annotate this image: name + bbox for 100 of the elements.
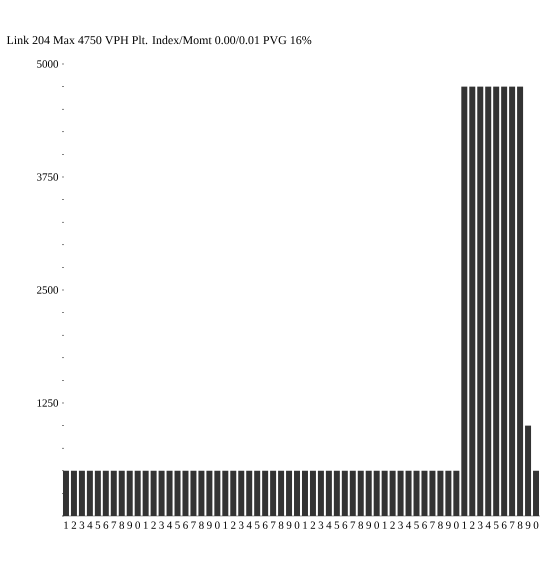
x-tick-label: 4 — [246, 522, 252, 529]
x-tick-label: 4 — [486, 522, 491, 529]
chart-title: Link 204 Max 4750 VPH Plt. Index/Momt 0.00/0.01 PVG 16% — [6, 36, 312, 44]
x-tick-label: 7 — [510, 522, 515, 529]
x-tick-label: 3 — [398, 522, 403, 529]
y-tick-label: 1250 — [38, 399, 58, 407]
bar — [302, 470, 308, 516]
x-tick-label: 5 — [175, 522, 180, 529]
x-tick-label: 7 — [350, 522, 356, 529]
x-tick-label: 9 — [446, 522, 451, 529]
x-tick-label: 7 — [430, 522, 435, 529]
x-tick-label: 2 — [231, 522, 236, 529]
bar — [334, 470, 340, 516]
x-tick-label: 3 — [80, 522, 84, 529]
x-tick-label: 0 — [215, 522, 220, 529]
x-tick-label: 1 — [144, 522, 148, 529]
bar — [406, 470, 412, 516]
bar — [350, 470, 356, 516]
bar — [342, 470, 348, 516]
x-tick-label: 9 — [366, 522, 372, 529]
x-tick-label: 1 — [303, 522, 308, 529]
bar — [453, 470, 460, 516]
bar — [310, 470, 316, 516]
x-tick-label: 3 — [239, 522, 244, 529]
x-tick-label: 4 — [87, 522, 92, 529]
x-tick-label: 8 — [199, 522, 204, 529]
bar — [278, 470, 284, 516]
x-tick-label: 0 — [135, 522, 140, 529]
bar — [182, 470, 188, 516]
x-tick-label: 6 — [342, 522, 348, 529]
bar — [126, 470, 133, 516]
bar — [525, 426, 532, 516]
x-tick-label: 9 — [127, 522, 132, 529]
x-tick-label: 8 — [358, 522, 364, 529]
x-tick-label: 7 — [191, 522, 196, 529]
bar — [286, 470, 292, 516]
x-tick-label: 0 — [294, 522, 300, 529]
x-tick-label: 0 — [374, 522, 380, 529]
bar — [374, 470, 380, 516]
bar — [398, 470, 404, 516]
bar — [142, 470, 149, 516]
x-tick-label: 3 — [478, 522, 483, 529]
bar — [485, 86, 492, 516]
x-tick-label: 7 — [271, 522, 276, 529]
x-tick-label: 2 — [310, 522, 316, 529]
bar — [206, 470, 212, 516]
x-tick-label: 8 — [278, 522, 284, 529]
x-tick-label: 2 — [72, 522, 76, 529]
x-tick-label: 1 — [462, 522, 466, 529]
bar — [414, 470, 420, 516]
bar — [262, 470, 268, 516]
y-tick-label: 2500 — [37, 286, 58, 294]
bar — [134, 470, 141, 516]
x-tick-label: 2 — [470, 522, 474, 529]
x-tick-label: 5 — [334, 522, 340, 529]
x-tick-label: 1 — [224, 522, 228, 529]
bar — [102, 470, 109, 516]
bar — [174, 470, 181, 516]
x-tick-label: 3 — [318, 522, 324, 529]
x-tick-label: 6 — [262, 522, 268, 529]
bar — [382, 470, 388, 516]
bar — [222, 470, 228, 516]
bar — [158, 470, 165, 516]
x-tick-label: 6 — [183, 522, 188, 529]
bar — [62, 470, 69, 516]
x-tick-label: 0 — [534, 522, 538, 529]
x-tick-label: 8 — [518, 522, 522, 529]
x-tick-label: 3 — [159, 522, 164, 529]
x-tick-label: 7 — [112, 522, 116, 529]
x-tick-label: 6 — [422, 522, 427, 529]
bar — [318, 470, 324, 516]
x-tick-label: 1 — [64, 522, 68, 529]
x-tick-label: 9 — [207, 522, 212, 529]
x-tick-label: 1 — [382, 522, 387, 529]
x-tick-label: 4 — [406, 522, 412, 529]
bar — [166, 470, 173, 516]
bar — [437, 470, 444, 516]
bar — [214, 470, 220, 516]
bar — [390, 470, 396, 516]
x-tick-label: 8 — [438, 522, 443, 529]
bar — [461, 86, 468, 516]
bar — [429, 470, 436, 516]
x-tick-label: 2 — [151, 522, 156, 529]
bar — [533, 470, 540, 516]
x-tick-label: 6 — [104, 522, 108, 529]
x-tick-label: 5 — [414, 522, 419, 529]
x-tick-label: 5 — [96, 522, 100, 529]
bar — [198, 470, 204, 516]
x-tick-label: 0 — [454, 522, 459, 529]
bar — [493, 86, 500, 516]
bar — [78, 470, 85, 516]
x-tick-label: 5 — [255, 522, 260, 529]
x-tick-label: 9 — [526, 522, 530, 529]
bar — [509, 86, 516, 516]
bar — [326, 470, 332, 516]
x-tick-label: 9 — [286, 522, 292, 529]
bar — [270, 470, 276, 516]
bar — [70, 470, 77, 516]
bar — [517, 86, 524, 516]
bar — [190, 470, 196, 516]
